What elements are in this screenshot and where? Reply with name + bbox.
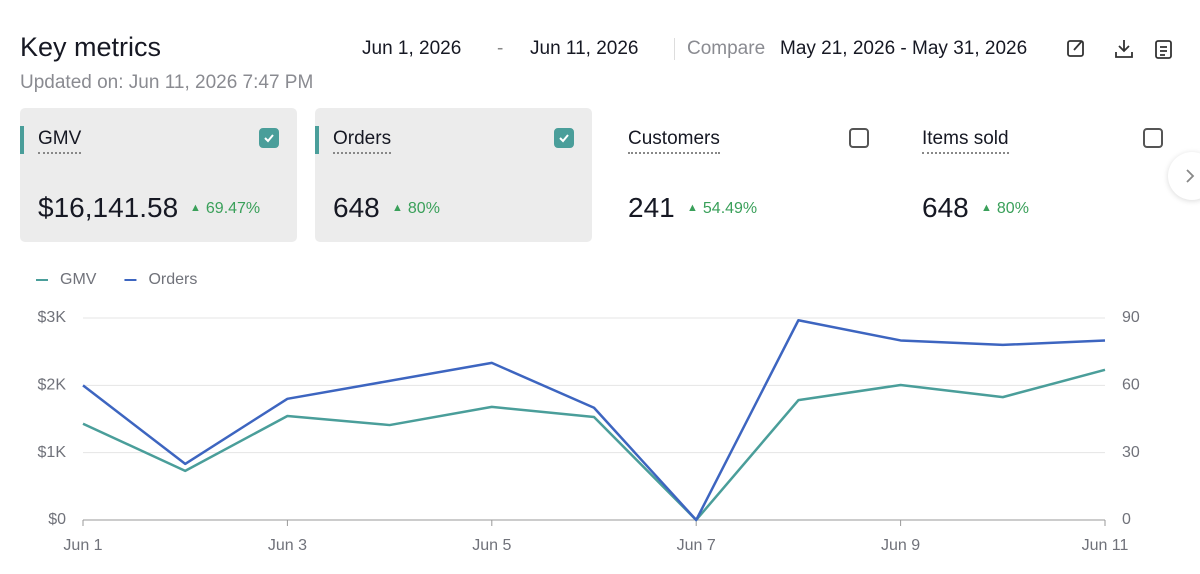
x-tick-label: Jun 9 (881, 537, 920, 554)
change-value: 54.49% (702, 200, 758, 217)
y2-tick-label: 30 (1122, 444, 1140, 461)
change-value: 80% (407, 200, 440, 217)
compare-range[interactable]: May 21, 2026 - May 31, 2026 (780, 38, 1028, 59)
y2-tick-label: 0 (1122, 511, 1131, 528)
x-tick-label: Jun 7 (677, 537, 716, 554)
updated-time: Updated on: Jun 11, 2026 7:47 PM (20, 72, 314, 93)
check-mark (559, 134, 569, 143)
toolbar-icons (1067, 40, 1172, 59)
page-title: Key metrics (20, 32, 162, 62)
metric-card[interactable]: GMV $16,141.58 ▲ 69.47% (20, 108, 297, 242)
chart: $0 $1K $2K $3K 0 30 60 90 Jun 1 Jun 3 Jun 5 Jun 7 Ju… (36, 271, 1140, 554)
selected-indicator (20, 126, 24, 154)
x-tick-label: Jun 3 (268, 537, 307, 554)
compare-label: Compare (687, 38, 766, 59)
x-tick-label: Jun 5 (472, 537, 511, 554)
metric-checkbox[interactable] (1143, 128, 1163, 148)
series-line (82, 368, 1106, 522)
y-tick-label: $2K (38, 377, 67, 394)
report-icon[interactable] (1155, 40, 1172, 59)
metric-change: ▲ 54.49% (687, 200, 757, 218)
metric-card[interactable]: Items sold 648 ▲ 80% (904, 108, 1181, 242)
legend-label: Orders (148, 271, 197, 288)
end-date[interactable]: Jun 11, 2026 (530, 38, 639, 59)
x-tick-label: Jun 11 (1082, 537, 1129, 554)
y-tick-label: $3K (38, 309, 67, 326)
up-arrow: ▲ (392, 202, 403, 214)
y-tick-label: $0 (48, 511, 66, 528)
metric-change: ▲ 80% (981, 200, 1029, 218)
metric-change: ▲ 80% (392, 200, 440, 218)
metric-value: 241 (628, 192, 675, 223)
metric-label: Items sold (922, 128, 1009, 154)
change-value: 69.47% (205, 200, 261, 217)
metric-label: Orders (333, 128, 392, 154)
chevron-icon (1186, 169, 1195, 183)
metric-label: GMV (38, 128, 82, 154)
metric-value: $16,141.58 (38, 192, 179, 223)
check-mark (264, 134, 274, 143)
next-button[interactable] (1168, 152, 1200, 200)
y2-tick-label: 60 (1122, 377, 1140, 394)
metric-card[interactable]: Customers 241 ▲ 54.49% (610, 108, 887, 242)
metric-checkbox[interactable] (259, 128, 279, 148)
x-tick-label: Jun 1 (63, 537, 102, 554)
download-icon[interactable] (1115, 40, 1133, 58)
change-value: 80% (996, 200, 1029, 217)
edit-icon[interactable] (1067, 40, 1084, 57)
up-arrow: ▲ (687, 202, 698, 214)
metric-change: ▲ 69.47% (190, 200, 260, 218)
legend-label: GMV (60, 271, 97, 288)
metric-checkbox[interactable] (849, 128, 869, 148)
metric-value: 648 (333, 192, 380, 223)
series-line (82, 318, 1106, 522)
metric-card[interactable]: Orders 648 ▲ 80% (315, 108, 592, 242)
up-arrow: ▲ (190, 202, 201, 214)
metric-checkbox[interactable] (554, 128, 574, 148)
metric-label: Customers (628, 128, 720, 154)
up-arrow: ▲ (981, 202, 992, 214)
start-date[interactable]: Jun 1, 2026 (362, 38, 462, 59)
date-separator: - (497, 38, 504, 59)
y2-tick-label: 90 (1122, 309, 1140, 326)
y-tick-label: $1K (38, 444, 67, 461)
metric-value: 648 (922, 192, 969, 223)
selected-indicator (315, 126, 319, 154)
divider (674, 38, 675, 60)
